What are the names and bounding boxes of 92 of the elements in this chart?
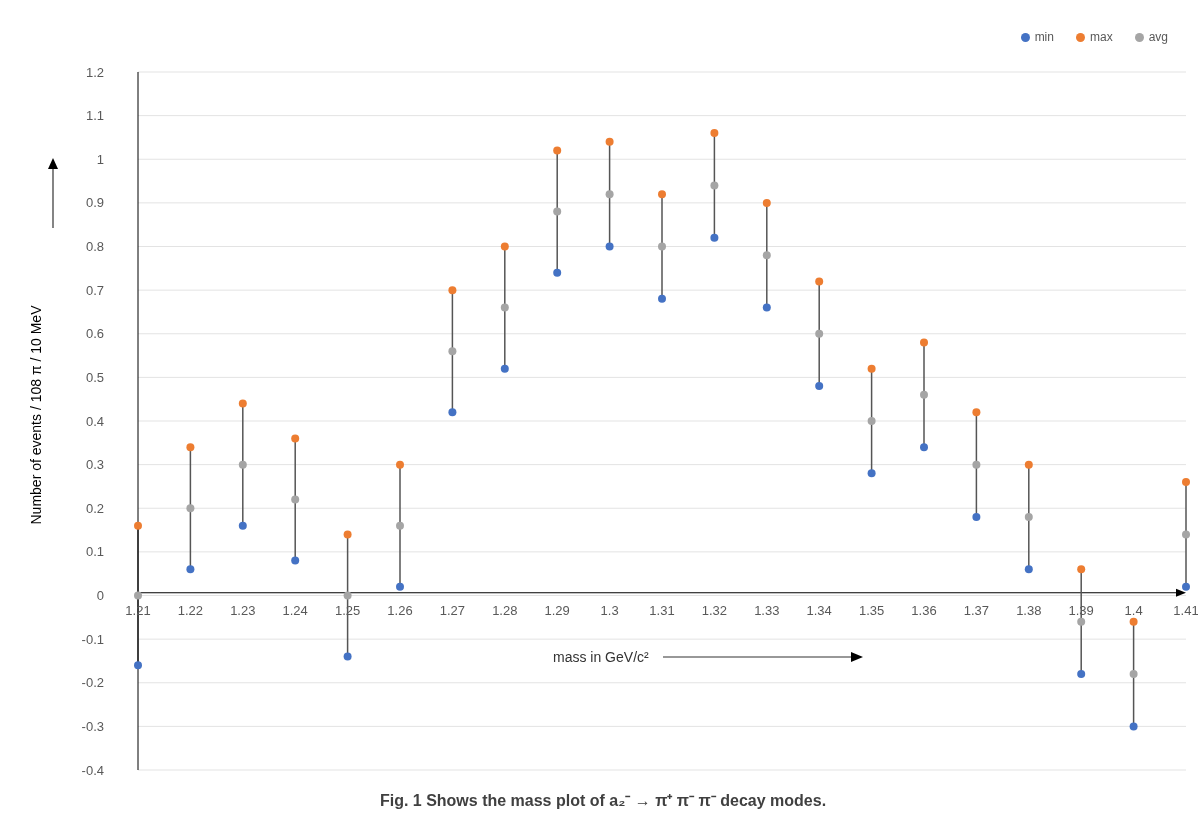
y-tick-label: -0.3 <box>81 718 104 734</box>
point <box>762 198 771 207</box>
x-axis-title: mass in GeV/c² <box>553 648 649 665</box>
y-tick-label: 0.7 <box>85 282 104 298</box>
point <box>238 399 247 408</box>
x-tick-label: 1.22 <box>177 602 204 618</box>
point <box>972 408 981 417</box>
point <box>343 591 352 600</box>
y-tick-label: -0.2 <box>81 675 104 691</box>
x-tick-label: 1.24 <box>282 602 308 618</box>
x-tick-label: 1.35 <box>858 602 885 618</box>
legend-label: max <box>1088 30 1113 44</box>
point <box>1182 582 1190 591</box>
x-tick-label: 1.26 <box>387 602 413 618</box>
legend-label: avg <box>1147 30 1168 44</box>
point <box>1024 460 1033 469</box>
y-tick-label: 1.2 <box>85 64 104 80</box>
point <box>815 329 824 338</box>
point <box>972 460 981 469</box>
point <box>500 364 509 373</box>
point <box>186 504 195 513</box>
x-tick-label: 1.34 <box>806 602 832 618</box>
y-tick-label: 1 <box>96 151 104 167</box>
point <box>396 582 404 591</box>
point <box>1024 512 1033 521</box>
x-tick-label: 1.28 <box>492 602 518 618</box>
y-tick-label: -0.4 <box>81 762 104 778</box>
legend-label: min <box>1033 30 1054 44</box>
x-tick-label: 1.3 <box>600 602 619 618</box>
point <box>710 181 719 190</box>
y-tick-label: 0.4 <box>85 413 104 429</box>
point <box>448 347 457 356</box>
x-tick-label: 1.38 <box>1016 602 1042 618</box>
x-tick-label: 1.41 <box>1173 602 1199 618</box>
point <box>1182 530 1190 539</box>
point <box>867 417 876 425</box>
point <box>500 303 509 312</box>
x-tick-label: 1.36 <box>911 602 937 618</box>
point <box>134 591 142 600</box>
point <box>238 521 247 530</box>
y-tick-label: -0.1 <box>81 631 104 647</box>
point <box>1182 478 1190 487</box>
point <box>448 286 457 295</box>
point <box>238 460 247 469</box>
point <box>920 390 928 399</box>
x-tick-label: 1.37 <box>963 602 990 618</box>
point <box>972 512 981 521</box>
y-tick-label: 0.3 <box>85 457 104 473</box>
point <box>605 190 614 199</box>
point <box>710 233 719 242</box>
point <box>1024 565 1033 574</box>
point <box>605 137 614 146</box>
point <box>553 207 562 216</box>
y-tick-label: 0.8 <box>85 239 104 255</box>
point <box>553 146 562 155</box>
y-tick-label: 0.5 <box>85 369 104 385</box>
point <box>396 521 404 530</box>
point <box>815 382 824 391</box>
point <box>291 556 300 565</box>
point <box>658 190 666 199</box>
point <box>553 268 562 277</box>
y-axis-title: Number of events / 108 π / 10 MeV <box>28 305 44 524</box>
point <box>186 443 195 452</box>
x-tick-label: 1.29 <box>544 602 570 618</box>
point <box>448 408 457 417</box>
y-tick-label: 0.6 <box>85 326 104 342</box>
point <box>710 129 719 138</box>
x-tick-label: 1.4 <box>1124 602 1143 618</box>
x-tick-label: 1.33 <box>754 602 780 618</box>
point <box>658 242 666 251</box>
point <box>658 294 666 303</box>
x-tick-label: 1.27 <box>439 602 466 618</box>
x-tick-label: 1.23 <box>230 602 256 618</box>
x-tick-label: 1.32 <box>701 602 728 618</box>
y-tick-label: 0.1 <box>85 544 104 560</box>
x-tick-label: 1.31 <box>649 602 675 618</box>
point <box>291 434 300 443</box>
point <box>1077 617 1086 626</box>
point <box>500 242 509 251</box>
y-tick-label: 0.9 <box>85 195 104 211</box>
y-tick-label: 1.1 <box>85 108 104 124</box>
point <box>815 277 824 286</box>
point <box>1129 670 1138 679</box>
caption: Fig. 1 Shows the mass plot of a₂⁻ → π⁺ π⁻ π⁻ decay modes. <box>378 791 828 811</box>
point <box>291 495 300 504</box>
point <box>762 303 771 312</box>
point <box>920 443 928 452</box>
point <box>1077 565 1086 574</box>
point <box>1077 670 1086 679</box>
y-tick-label: 0.2 <box>85 500 104 516</box>
point <box>762 251 771 260</box>
y-tick-label: 0 <box>96 588 104 604</box>
